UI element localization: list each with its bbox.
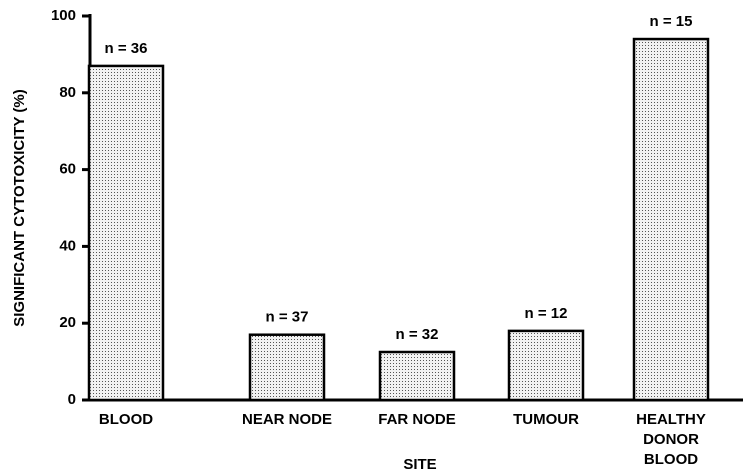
annotation: n = 15 [650, 13, 693, 30]
y-tick-label: 100 [51, 7, 76, 24]
annotation: n = 12 [525, 305, 568, 322]
y-tick-label: 80 [59, 84, 76, 101]
bar [632, 37, 710, 402]
x-tick-label: HEALTHY DONOR BLOOD [636, 411, 706, 468]
x-tick-label: FAR NODE [378, 411, 456, 428]
x-tick-label: BLOOD [98, 411, 154, 428]
x-tick-label: NEAR NODE [241, 411, 333, 428]
annotation: n = 37 [266, 309, 309, 326]
y-tick-label: 20 [59, 314, 76, 331]
y-tick-label: 40 [59, 237, 76, 254]
bar [507, 329, 585, 402]
bar [248, 333, 326, 402]
bar [87, 64, 165, 402]
y-axis-label: SIGNIFICANT CYTOTOXICITY (%) [11, 89, 28, 327]
bar [378, 350, 456, 402]
y-tick-label: 60 [59, 161, 76, 178]
x-tick-label: TUMOUR [513, 411, 579, 428]
x-axis-label: SITE [403, 456, 436, 473]
annotation: n = 32 [396, 326, 439, 343]
annotation: n = 36 [105, 40, 148, 57]
y-tick-label: 0 [68, 391, 76, 408]
